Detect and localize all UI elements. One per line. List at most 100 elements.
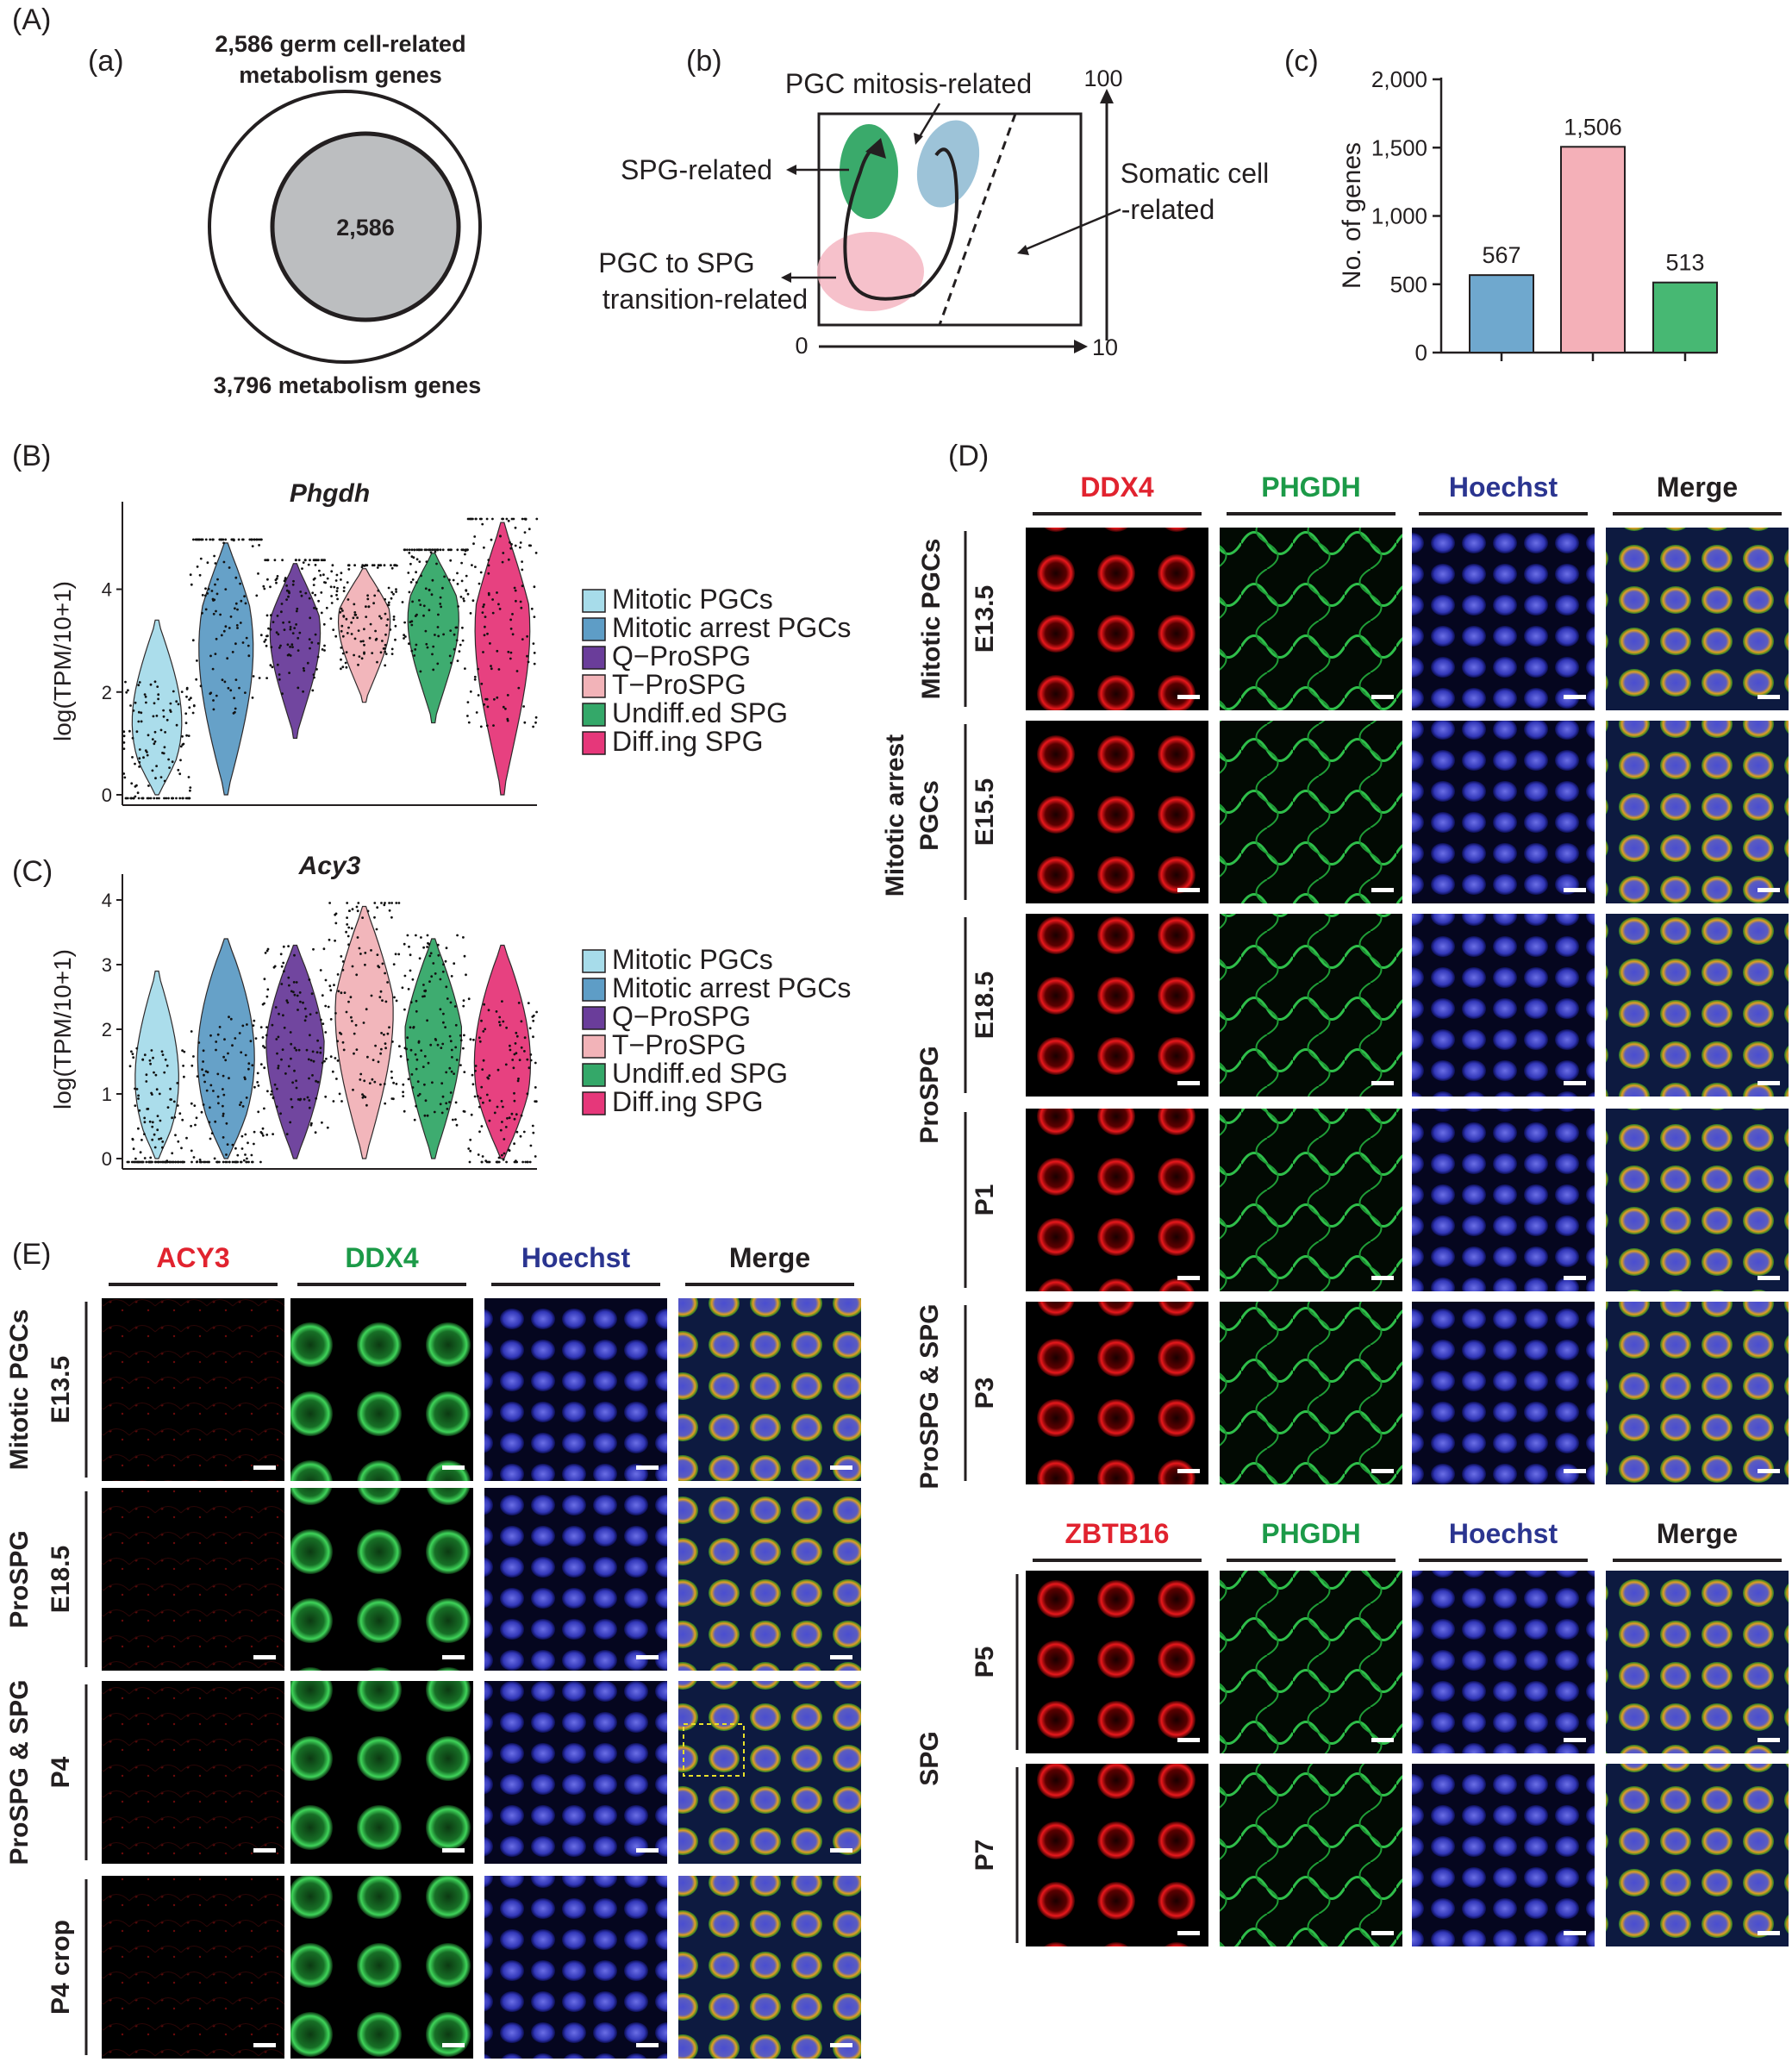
data-point bbox=[291, 632, 295, 634]
data-point bbox=[236, 627, 239, 629]
row-label: E18.5 bbox=[971, 972, 999, 1039]
data-point bbox=[171, 760, 174, 764]
data-point bbox=[134, 1087, 136, 1090]
data-point bbox=[278, 673, 281, 676]
data-point bbox=[471, 564, 473, 566]
data-point bbox=[436, 662, 440, 665]
data-point bbox=[504, 1063, 508, 1066]
data-point bbox=[149, 1156, 153, 1159]
data-point bbox=[137, 720, 140, 723]
micrograph-tile bbox=[290, 1681, 473, 1864]
data-point bbox=[287, 976, 290, 979]
data-point bbox=[193, 1104, 197, 1107]
data-point bbox=[374, 1044, 377, 1047]
data-point bbox=[410, 548, 414, 552]
data-point bbox=[365, 615, 368, 618]
data-point bbox=[471, 1083, 475, 1086]
data-point bbox=[302, 561, 305, 564]
data-point bbox=[236, 608, 239, 611]
data-point bbox=[161, 1160, 165, 1164]
data-point bbox=[474, 1065, 478, 1067]
data-point bbox=[282, 945, 285, 948]
group-label: Mitotic PGCs bbox=[5, 1309, 34, 1471]
scheme-somatic-label-1: Somatic cell bbox=[1121, 158, 1270, 189]
scale-bar bbox=[830, 1848, 852, 1853]
data-point bbox=[163, 1071, 166, 1074]
data-point bbox=[505, 517, 509, 521]
data-point bbox=[244, 1053, 247, 1057]
data-point bbox=[350, 927, 353, 930]
data-point bbox=[201, 538, 204, 541]
violin-body bbox=[404, 938, 463, 1159]
data-point bbox=[266, 578, 269, 581]
data-point bbox=[165, 1064, 169, 1067]
data-point bbox=[283, 628, 286, 631]
data-point bbox=[311, 1050, 315, 1053]
data-point bbox=[523, 1036, 527, 1040]
venn-bottom-title: 3,796 metabolism genes bbox=[214, 372, 482, 398]
data-point bbox=[403, 1109, 406, 1113]
data-point bbox=[384, 633, 387, 636]
data-point bbox=[355, 905, 359, 909]
data-point bbox=[173, 1115, 177, 1119]
data-point bbox=[263, 978, 266, 981]
data-point bbox=[284, 577, 287, 579]
data-point bbox=[288, 672, 290, 674]
micrograph-tile bbox=[1606, 1302, 1789, 1484]
data-point bbox=[535, 517, 539, 521]
legend-label: Mitotic arrest PGCs bbox=[612, 972, 851, 1003]
data-point bbox=[260, 1132, 264, 1135]
data-point bbox=[520, 1114, 523, 1117]
data-point bbox=[463, 599, 465, 603]
data-point bbox=[409, 969, 412, 972]
data-point bbox=[206, 561, 209, 565]
data-point bbox=[306, 1096, 309, 1099]
scale-bar bbox=[1564, 1931, 1586, 1935]
data-point bbox=[222, 1136, 225, 1139]
data-point bbox=[298, 991, 302, 994]
data-point bbox=[448, 1034, 452, 1038]
scale-bar bbox=[442, 2043, 465, 2047]
data-point bbox=[138, 760, 141, 764]
data-point bbox=[236, 1153, 240, 1157]
data-point bbox=[442, 633, 445, 636]
data-point bbox=[453, 962, 456, 965]
data-point bbox=[316, 642, 320, 645]
data-point bbox=[513, 586, 516, 590]
micrograph-tile bbox=[1412, 1302, 1595, 1484]
data-point bbox=[247, 654, 251, 658]
scale-bar bbox=[1177, 1469, 1200, 1473]
data-point bbox=[295, 559, 297, 562]
data-point bbox=[340, 647, 343, 649]
data-point bbox=[394, 638, 396, 641]
data-point bbox=[519, 1134, 522, 1138]
data-point bbox=[356, 936, 359, 939]
data-point bbox=[532, 1019, 535, 1022]
data-point bbox=[171, 1116, 174, 1120]
data-point bbox=[418, 599, 421, 602]
data-point bbox=[533, 652, 536, 654]
data-point bbox=[501, 1121, 503, 1123]
legend-label: Mitotic PGCs bbox=[612, 944, 773, 975]
data-point bbox=[263, 1107, 265, 1110]
jitter-points bbox=[401, 548, 469, 673]
data-point bbox=[190, 1064, 194, 1067]
data-point bbox=[465, 574, 468, 578]
data-point bbox=[509, 618, 512, 622]
data-point bbox=[365, 1103, 368, 1107]
data-point bbox=[385, 624, 389, 627]
data-point bbox=[425, 560, 428, 563]
data-point bbox=[272, 1133, 274, 1135]
data-point bbox=[145, 701, 147, 704]
data-point bbox=[195, 678, 198, 681]
data-point bbox=[291, 583, 295, 586]
data-point bbox=[340, 658, 342, 661]
data-point bbox=[232, 538, 235, 541]
data-point bbox=[397, 902, 401, 904]
data-point bbox=[341, 652, 345, 655]
data-point bbox=[191, 711, 195, 715]
data-point bbox=[471, 517, 474, 521]
data-point bbox=[265, 644, 268, 647]
D-top-col-header: PHGDH bbox=[1261, 472, 1361, 503]
